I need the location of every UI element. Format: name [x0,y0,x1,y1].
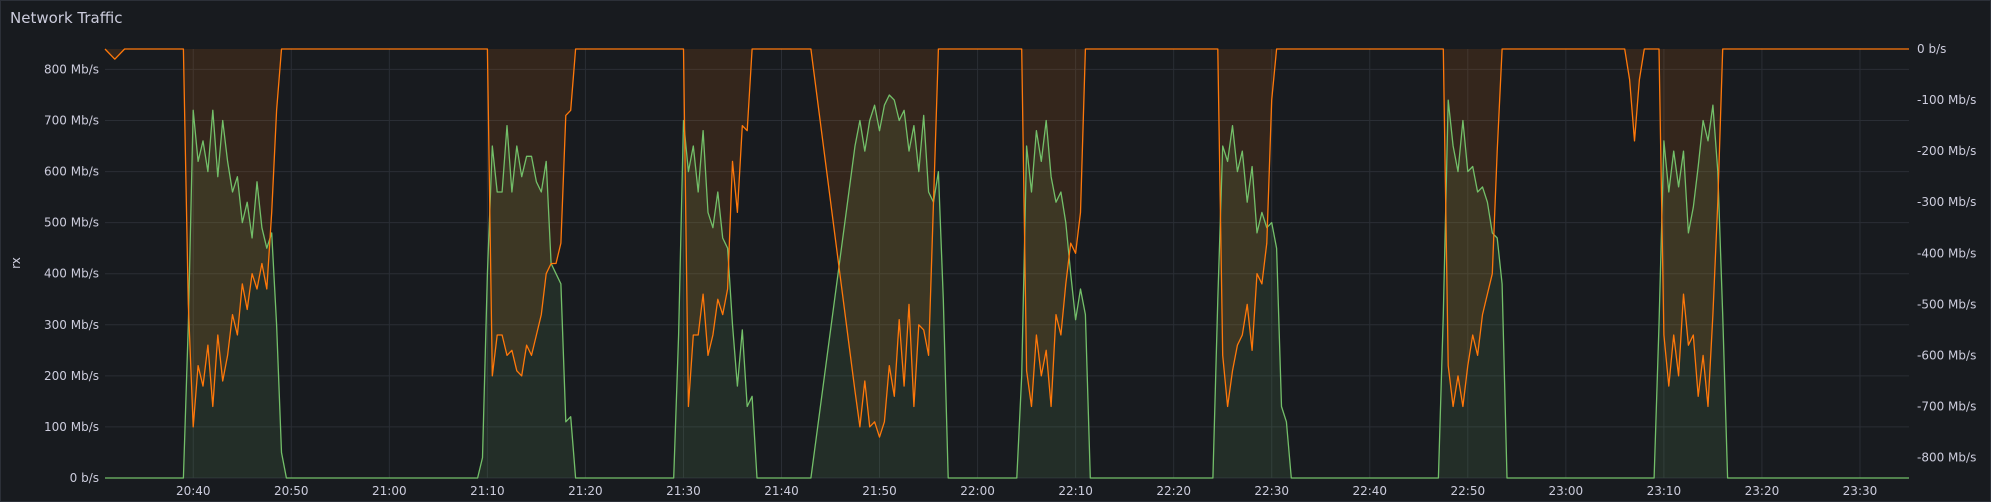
grid [105,49,1909,479]
panel-title[interactable]: Network Traffic [10,9,123,27]
x-tick-label: 23:30 [1843,484,1878,498]
x-tick-label: 20:40 [176,484,211,498]
left-tick-label: 700 Mb/s [44,114,99,128]
x-tick-label: 22:00 [960,484,995,498]
left-tick-label: 400 Mb/s [44,267,99,281]
right-axis-ticks: 0 b/s -100 Mb/s -200 Mb/s -300 Mb/s -400 Mb/… [1917,42,1976,465]
left-tick-label: 100 Mb/s [44,420,99,434]
series-line-tx[interactable] [104,48,1909,438]
x-tick-label: 23:10 [1647,484,1682,498]
left-tick-label: 0 b/s [70,471,99,485]
right-tick-label: -500 Mb/s [1917,297,1976,311]
left-tick-label: 800 Mb/s [44,62,99,76]
left-axis-ticks: 0 b/s 100 Mb/s 200 Mb/s 300 Mb/s 400 Mb/s 500… [44,62,99,485]
x-tick-label: 23:20 [1745,484,1780,498]
x-tick-label: 21:20 [568,484,603,498]
right-tick-label: -100 Mb/s [1917,93,1976,107]
x-tick-label: 21:40 [764,484,799,498]
x-tick-label: 21:00 [372,484,407,498]
left-axis-label: rx [9,257,23,269]
x-tick-label: 22:40 [1352,484,1387,498]
x-tick-label: 22:20 [1156,484,1191,498]
right-tick-label: -600 Mb/s [1917,348,1976,362]
right-tick-label: -300 Mb/s [1917,195,1976,209]
x-tick-label: 21:30 [666,484,701,498]
right-tick-label: -400 Mb/s [1917,246,1976,260]
left-tick-label: 200 Mb/s [44,369,99,383]
x-tick-label: 22:10 [1058,484,1093,498]
x-tick-label: 20:50 [274,484,309,498]
series-fill-rx [105,95,1909,478]
x-tick-label: 22:30 [1254,484,1289,498]
right-tick-label: 0 b/s [1917,42,1946,56]
left-tick-label: 300 Mb/s [44,318,99,332]
series-fills [105,49,1909,478]
left-tick-label: 500 Mb/s [44,216,99,230]
series-fill-tx [105,49,1909,438]
right-tick-label: -800 Mb/s [1917,451,1976,465]
x-tick-label: 21:50 [862,484,897,498]
left-tick-label: 600 Mb/s [44,165,99,179]
x-tick-label: 21:10 [470,484,505,498]
series-line-rx[interactable] [105,94,1909,479]
right-tick-label: -700 Mb/s [1917,400,1976,414]
series-lines [104,48,1909,479]
x-tick-label: 22:50 [1451,484,1486,498]
right-tick-label: -200 Mb/s [1917,144,1976,158]
x-axis-ticks: 20:40 20:50 21:00 21:10 21:20 21:30 21:40 21:50… [176,484,1877,498]
x-tick-label: 23:00 [1549,484,1584,498]
